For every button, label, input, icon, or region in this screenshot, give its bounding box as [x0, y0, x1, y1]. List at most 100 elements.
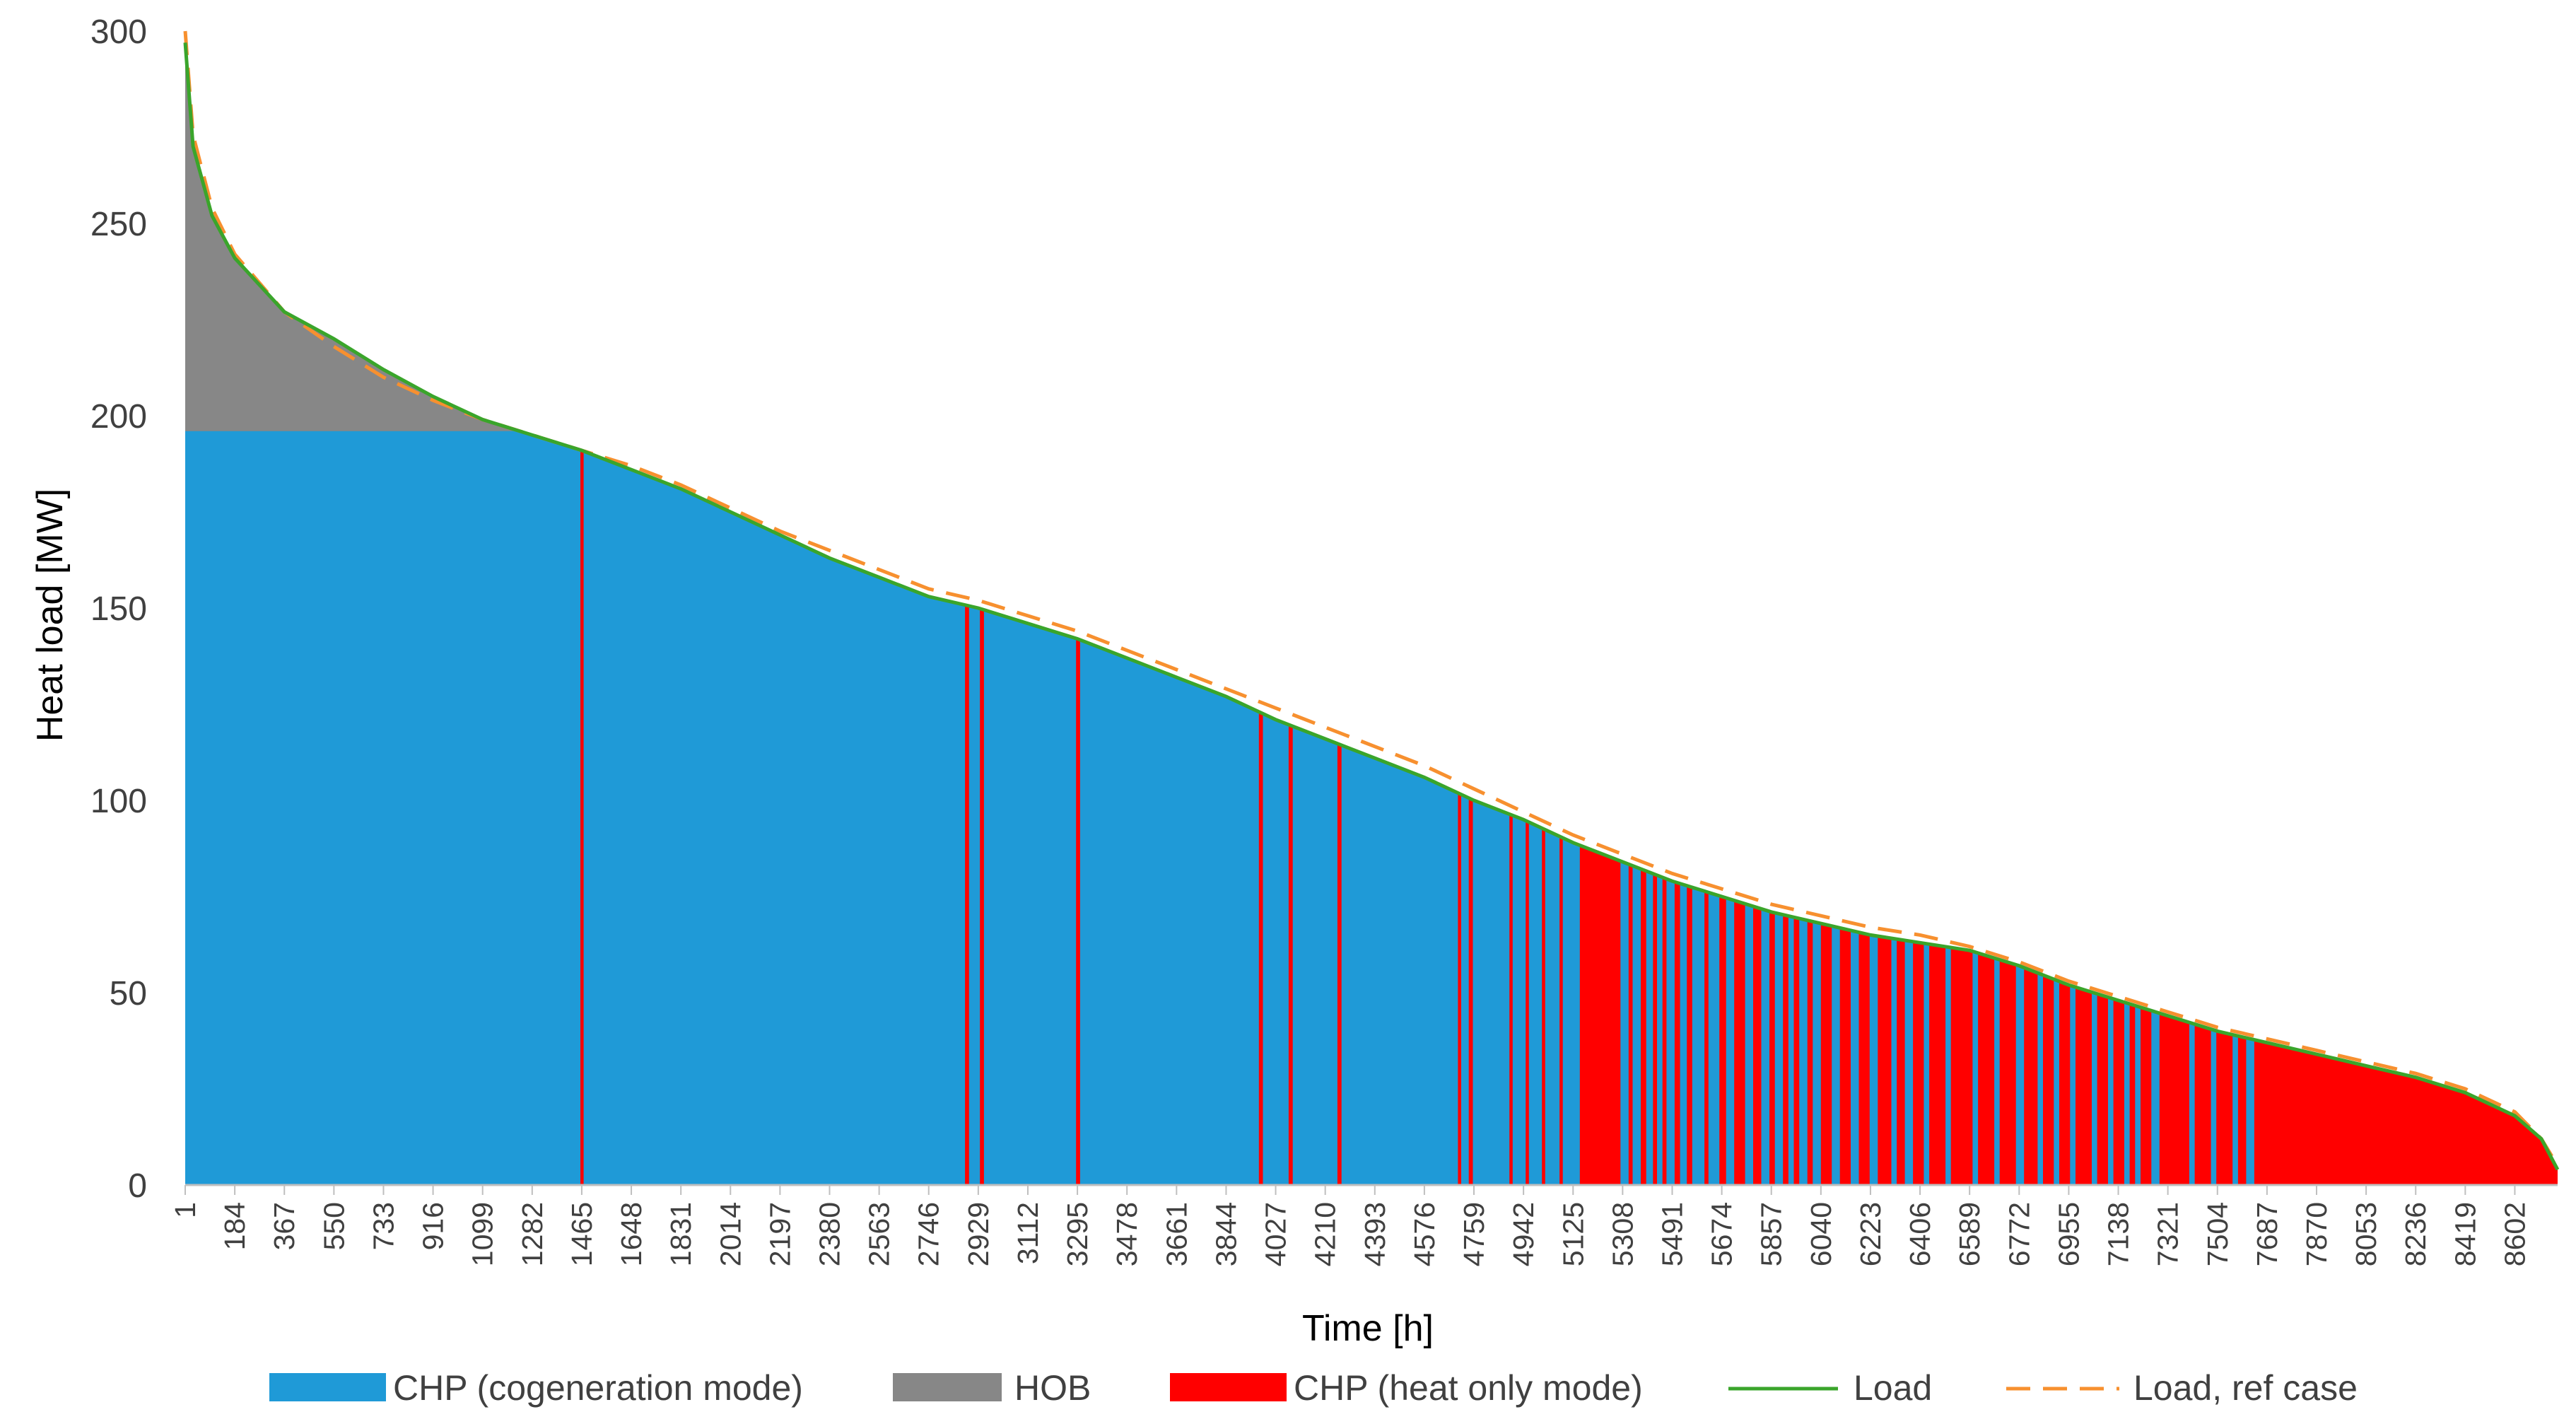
x-tick-label: 2380: [814, 1202, 846, 1266]
chp-heat-only-interval: [1807, 920, 1813, 1185]
chp-heat-only-interval: [1288, 724, 1293, 1185]
x-tick-label: 2563: [863, 1202, 896, 1266]
chp-heat-only-interval: [2076, 987, 2092, 1185]
chp-heat-only-interval: [1641, 869, 1646, 1185]
x-tick-label: 6955: [2052, 1202, 2085, 1266]
x-tick-label: 3478: [1111, 1202, 1143, 1266]
legend-swatch-heat-only: [1170, 1373, 1287, 1401]
chp-heat-only-interval: [1579, 845, 1621, 1185]
chp-heat-only-interval: [1913, 941, 1924, 1185]
axes: 0 50 100 150 200 250 300 1 184 367 550 733 916 1099 12…: [90, 13, 2558, 1266]
x-tick-label: 5308: [1606, 1202, 1639, 1266]
chp-heat-only-interval: [1999, 959, 2016, 1185]
legend-label-cogeneration: CHP (cogeneration mode): [393, 1368, 803, 1408]
x-tick-label: 1282: [516, 1202, 549, 1266]
x-tick-label: 6772: [2003, 1202, 2035, 1266]
x-tick-label: 1648: [615, 1202, 648, 1266]
chp-heat-only-interval: [1793, 917, 1800, 1185]
y-tick-label: 0: [128, 1167, 147, 1205]
chp-heat-only-interval: [1978, 952, 1995, 1185]
x-tick-label: 8236: [2399, 1202, 2432, 1266]
x-tick-label: 1099: [467, 1202, 499, 1266]
x-tick-label: 3112: [1012, 1202, 1044, 1264]
x-tick-label: 7321: [2152, 1202, 2184, 1266]
x-tick-label: 6223: [1854, 1202, 1887, 1266]
x-tick-label: 3295: [1061, 1202, 1094, 1266]
chp-heat-only-interval: [1719, 895, 1726, 1185]
x-tick-label: 5125: [1557, 1202, 1589, 1266]
chp-heat-only-interval: [1820, 923, 1832, 1185]
x-tick-label: 3844: [1210, 1202, 1242, 1266]
x-tick-label: 6040: [1805, 1202, 1837, 1266]
x-tick-label: 2746: [913, 1202, 945, 1266]
x-tick-label: 7504: [2201, 1202, 2234, 1266]
legend-swatch-hob: [893, 1373, 1002, 1401]
x-tick-label: 916: [417, 1202, 450, 1250]
chp-heat-only-interval: [2216, 1030, 2233, 1185]
legend-label-load-ref: Load, ref case: [2133, 1368, 2358, 1408]
y-tick-label: 100: [90, 783, 147, 820]
chp-heat-only-interval: [1950, 947, 1973, 1185]
load-line: [183, 42, 2560, 1171]
chp-heat-only-interval: [1929, 944, 1946, 1185]
chp-heat-only-interval: [1468, 798, 1473, 1185]
y-tick-label: 150: [90, 590, 147, 628]
x-tick-label: 7687: [2251, 1202, 2283, 1266]
legend-label-heat-only: CHP (heat only mode): [1294, 1368, 1643, 1408]
x-tick-label: 4576: [1408, 1202, 1441, 1266]
x-tick-label: 6589: [1953, 1202, 1986, 1266]
x-tick-label: 4210: [1309, 1202, 1342, 1266]
x-axis-title: Time [h]: [1302, 1308, 1434, 1349]
y-tick-label: 200: [90, 398, 147, 436]
x-tick-label: 8602: [2499, 1202, 2531, 1266]
x-tick-label: 7138: [2102, 1202, 2135, 1266]
chp-heat-only-interval: [980, 608, 984, 1185]
x-tick-label: 4393: [1359, 1202, 1391, 1266]
y-tick-label: 300: [90, 13, 147, 51]
x-tick-label: 184: [218, 1202, 251, 1250]
chp-heat-only-interval: [1858, 932, 1870, 1185]
x-tick-label: 8053: [2350, 1202, 2382, 1266]
x-tick-label: 1465: [566, 1202, 598, 1266]
chp-heat-only-interval: [2059, 981, 2071, 1185]
chp-heat-only-interval: [2194, 1024, 2211, 1185]
chp-heat-only-interval: [1674, 882, 1680, 1185]
chp-heat-only-interval: [1337, 743, 1342, 1185]
chp-heat-only-interval: [2097, 993, 2108, 1185]
x-tick-label: 4759: [1458, 1202, 1490, 1266]
x-tick-label: 5674: [1706, 1202, 1738, 1266]
x-tick-label: 6406: [1904, 1202, 1936, 1266]
chp-heat-only-interval: [1753, 906, 1762, 1185]
chp-heat-only-interval: [2129, 1003, 2136, 1185]
x-tick-label: 1831: [665, 1202, 697, 1266]
chp-heat-only-interval: [1653, 873, 1657, 1185]
chp-heat-only-interval: [1687, 885, 1692, 1185]
chp-heat-only-interval: [1542, 828, 1545, 1185]
x-tick-label: 733: [368, 1202, 400, 1250]
x-tick-label: 1: [169, 1202, 201, 1218]
chp-heat-only-interval: [1258, 711, 1263, 1185]
chp-heat-only-interval: [1734, 900, 1745, 1185]
chp-heat-only-interval: [2113, 998, 2124, 1185]
x-tick-label: 550: [317, 1202, 350, 1250]
chp-heat-only-interval: [2024, 967, 2038, 1185]
y-tick-label: 250: [90, 206, 147, 243]
chp-heat-only-interval: [1526, 820, 1529, 1185]
chp-heat-only-interval: [1897, 939, 1905, 1185]
x-tick-label: 8419: [2449, 1202, 2481, 1266]
y-axis-title: Heat load [MW]: [30, 489, 71, 742]
x-tick-label: 7870: [2300, 1202, 2333, 1266]
x-tick-label: 2197: [763, 1202, 796, 1266]
legend-label-load: Load: [1854, 1368, 1932, 1408]
chp-heat-only-interval: [1559, 836, 1563, 1185]
chp-heat-only-interval: [1769, 911, 1775, 1185]
x-tick-label: 5857: [1755, 1202, 1788, 1266]
chp-heat-only-interval: [1458, 793, 1461, 1185]
chp-heat-only-interval: [1878, 936, 1892, 1185]
x-tick-label: 4027: [1260, 1202, 1292, 1266]
chp-heat-only-interval: [2141, 1007, 2152, 1185]
x-tick-label: 4942: [1507, 1202, 1540, 1266]
chp-heat-only-interval: [2254, 1039, 2558, 1185]
chp-heat-only-interval: [1704, 891, 1709, 1185]
